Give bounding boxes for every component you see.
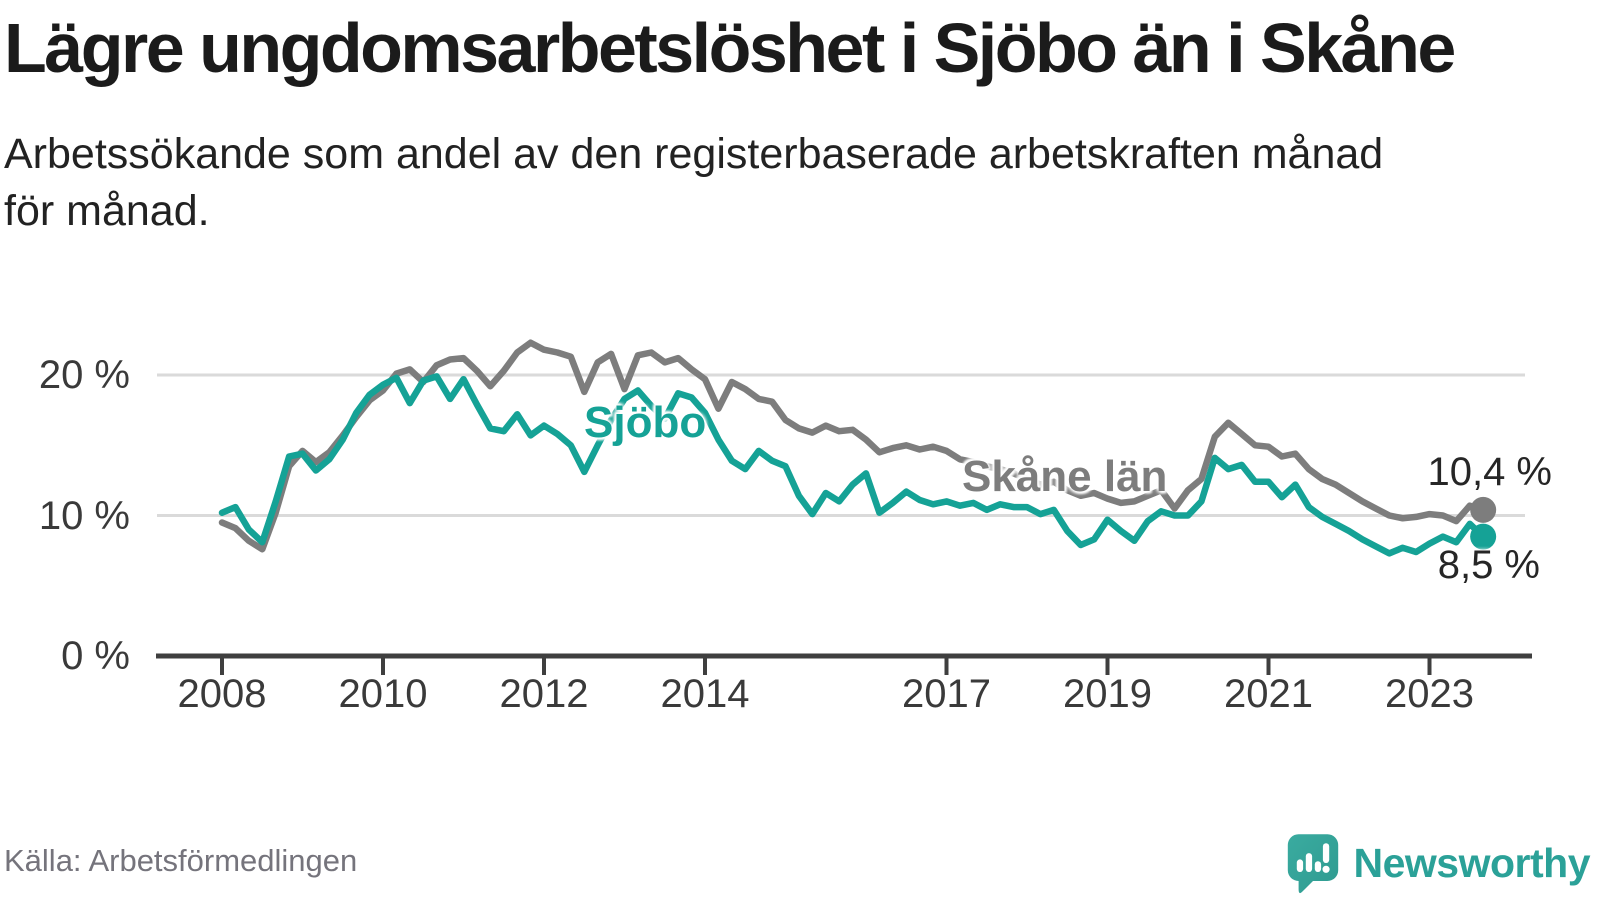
series-label-skane-lan: Skåne län: [962, 452, 1168, 501]
end-value-label-sjobo: 8,5 %: [1437, 543, 1540, 587]
newsworthy-brand-text: Newsworthy: [1353, 839, 1591, 886]
y-axis-tick-label: 20 %: [38, 353, 130, 397]
x-axis-tick-label: 2012: [499, 672, 589, 716]
x-axis-tick-label: 2008: [177, 672, 267, 716]
series-label-sjobo: Sjöbo: [584, 398, 707, 447]
x-axis-tick-label: 2010: [338, 672, 428, 716]
end-dot-sjobo: [1470, 523, 1497, 550]
y-axis-tick-label: 10 %: [38, 493, 130, 538]
newsworthy-logo: Newsworthy: [1286, 832, 1591, 894]
series-line-sjobo: [218, 373, 1487, 557]
x-axis-tick-label: 2023: [1385, 672, 1474, 716]
x-axis-tick-label: 2017: [902, 672, 991, 716]
source-note: Källa: Arbetsförmedlingen: [4, 843, 358, 878]
page-title: Lägre ungdomsarbetslöshet i Sjöbo än i S…: [4, 9, 1456, 87]
chart-subtitle: Arbetssökande som andel av den registerb…: [4, 126, 1383, 240]
x-axis-tick-label: 2019: [1063, 672, 1152, 716]
chart-subtitle-line2: för månad.: [4, 187, 210, 236]
chart-subtitle-line1: Arbetssökande som andel av den registerb…: [4, 130, 1384, 178]
series-line-skane-lan: [218, 339, 1487, 553]
x-axis-tick-label: 2014: [660, 672, 750, 716]
end-value-label-skane: 10,4 %: [1427, 450, 1552, 494]
newsworthy-bubble-icon: [1287, 834, 1338, 894]
y-axis-tick-label: 0 %: [61, 634, 130, 678]
x-axis-tick-label: 2021: [1224, 672, 1313, 716]
end-dot-skane-lan: [1470, 496, 1497, 523]
